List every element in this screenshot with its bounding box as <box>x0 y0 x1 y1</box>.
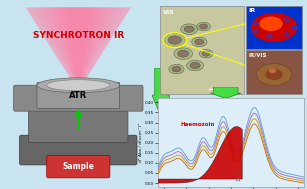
Circle shape <box>169 64 184 74</box>
Polygon shape <box>26 7 131 91</box>
Polygon shape <box>65 7 91 91</box>
FancyBboxPatch shape <box>37 82 120 108</box>
Circle shape <box>291 25 298 30</box>
Circle shape <box>266 16 273 21</box>
Circle shape <box>178 50 189 57</box>
Bar <box>160 6 244 94</box>
Ellipse shape <box>37 78 120 93</box>
Circle shape <box>269 69 276 73</box>
Polygon shape <box>54 7 103 91</box>
Polygon shape <box>158 127 242 183</box>
Text: Sample: Sample <box>62 162 94 171</box>
Text: VIS: VIS <box>162 10 174 15</box>
Polygon shape <box>60 7 97 91</box>
FancyBboxPatch shape <box>47 156 110 178</box>
Circle shape <box>291 25 298 30</box>
Y-axis label: d² Abs / d(νcm⁻¹)²: d² Abs / d(νcm⁻¹)² <box>139 123 143 162</box>
Circle shape <box>197 22 210 31</box>
Circle shape <box>200 24 208 29</box>
Circle shape <box>202 51 210 56</box>
Circle shape <box>184 26 194 32</box>
Circle shape <box>252 21 259 26</box>
Circle shape <box>265 69 283 80</box>
FancyBboxPatch shape <box>29 104 128 143</box>
FancyBboxPatch shape <box>20 135 137 165</box>
Text: ATR: ATR <box>69 91 87 100</box>
Bar <box>246 50 302 94</box>
Polygon shape <box>43 7 114 91</box>
Circle shape <box>190 62 200 69</box>
Circle shape <box>283 18 290 22</box>
Circle shape <box>199 50 213 58</box>
Bar <box>246 6 302 49</box>
Circle shape <box>172 66 181 72</box>
Circle shape <box>251 13 297 42</box>
Circle shape <box>259 16 283 31</box>
Circle shape <box>164 33 186 47</box>
Circle shape <box>168 36 181 44</box>
Circle shape <box>257 64 292 85</box>
Circle shape <box>181 24 198 34</box>
Circle shape <box>187 60 204 71</box>
Circle shape <box>283 32 290 37</box>
Circle shape <box>252 29 259 34</box>
Polygon shape <box>31 7 125 91</box>
Ellipse shape <box>47 80 110 91</box>
Polygon shape <box>48 7 108 91</box>
Circle shape <box>192 37 207 47</box>
Circle shape <box>174 48 192 60</box>
Circle shape <box>266 34 273 39</box>
Text: IR: IR <box>249 8 256 13</box>
Text: Haemozoin: Haemozoin <box>180 122 215 127</box>
Text: 1713: 1713 <box>236 169 241 181</box>
Text: SYNCHROTRON IR: SYNCHROTRON IR <box>33 31 124 40</box>
FancyBboxPatch shape <box>14 85 143 111</box>
Text: 10 μm: 10 μm <box>214 89 230 94</box>
Polygon shape <box>37 7 120 91</box>
Polygon shape <box>26 7 131 91</box>
Circle shape <box>195 39 204 45</box>
Polygon shape <box>210 87 241 98</box>
Text: IR/VIS: IR/VIS <box>249 53 267 58</box>
Polygon shape <box>152 68 170 117</box>
